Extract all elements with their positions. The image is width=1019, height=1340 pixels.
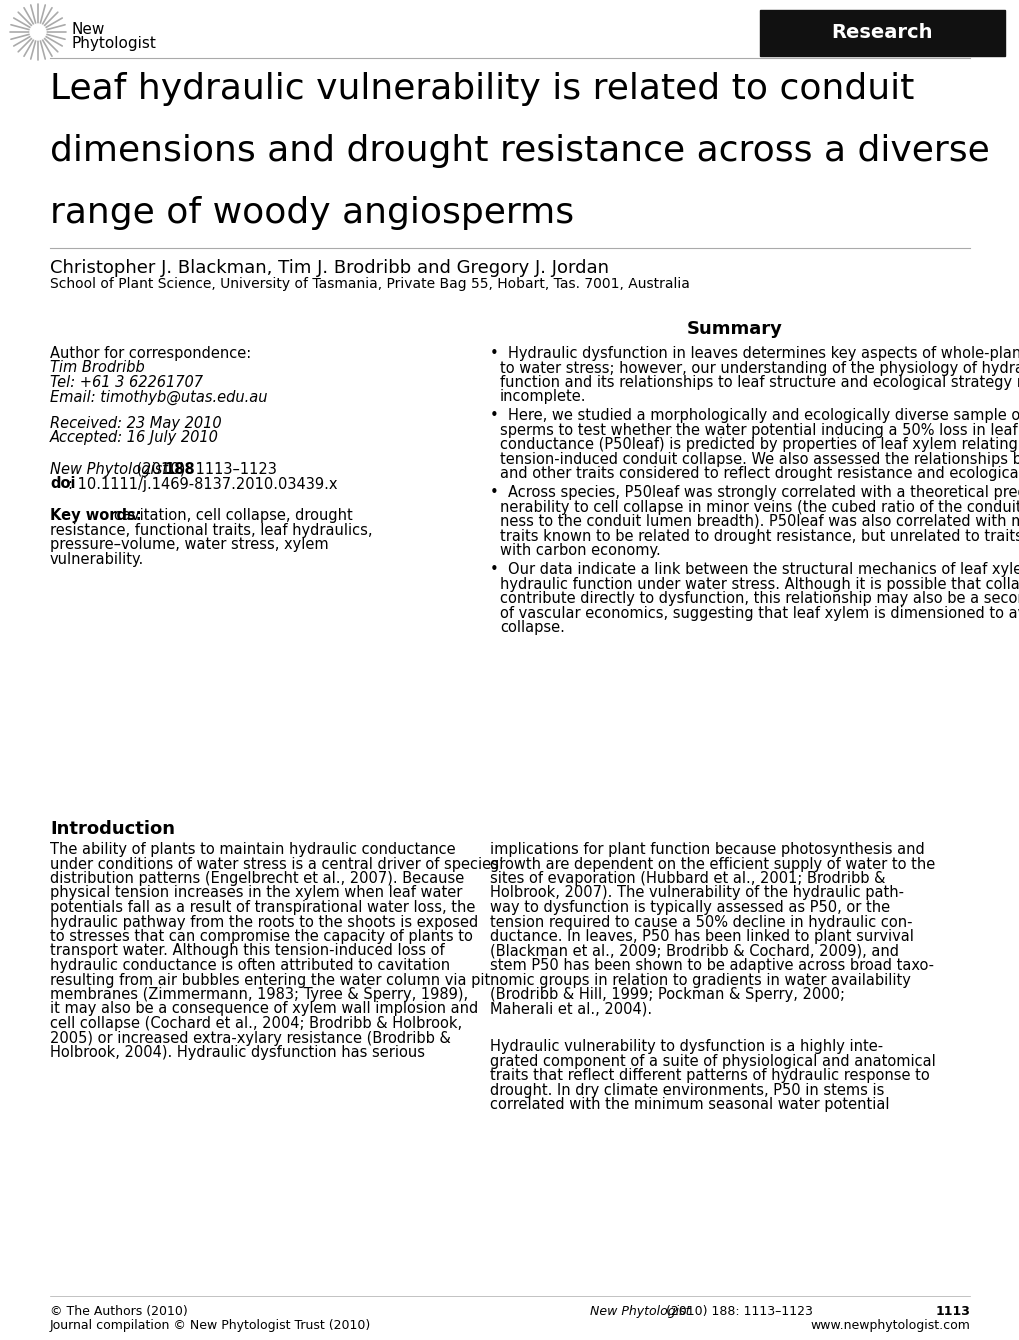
Text: transport water. Although this tension-induced loss of: transport water. Although this tension-i…: [50, 943, 444, 958]
Text: grated component of a suite of physiological and anatomical: grated component of a suite of physiolog…: [489, 1053, 934, 1069]
Text: Received: 23 May 2010: Received: 23 May 2010: [50, 415, 221, 430]
Text: hydraulic function under water stress. Although it is possible that collapse may: hydraulic function under water stress. A…: [499, 576, 1019, 591]
Text: it may also be a consequence of xylem wall implosion and: it may also be a consequence of xylem wa…: [50, 1001, 478, 1017]
Text: growth are dependent on the efficient supply of water to the: growth are dependent on the efficient su…: [489, 856, 934, 871]
Text: Summary: Summary: [687, 320, 783, 338]
Text: doi: doi: [50, 477, 75, 492]
Text: incomplete.: incomplete.: [499, 390, 586, 405]
Text: to stresses that can compromise the capacity of plants to: to stresses that can compromise the capa…: [50, 929, 473, 943]
Text: (2010) 188: 1113–1123: (2010) 188: 1113–1123: [661, 1305, 812, 1319]
Bar: [759, 9, 1004, 56]
Text: function and its relationships to leaf structure and ecological strategy remains: function and its relationships to leaf s…: [499, 375, 1019, 390]
Text: tension-induced conduit collapse. We also assessed the relationships between P50: tension-induced conduit collapse. We als…: [499, 452, 1019, 466]
Text: dimensions and drought resistance across a diverse: dimensions and drought resistance across…: [50, 134, 988, 168]
Text: Maherali et al., 2004).: Maherali et al., 2004).: [489, 1001, 651, 1017]
Text: •  Our data indicate a link between the structural mechanics of leaf xylem and: • Our data indicate a link between the s…: [489, 561, 1019, 578]
Text: and other traits considered to reflect drought resistance and ecological strateg: and other traits considered to reflect d…: [499, 466, 1019, 481]
Text: Author for correspondence:: Author for correspondence:: [50, 346, 251, 360]
Text: •  Across species, P50leaf was strongly correlated with a theoretical predictor : • Across species, P50leaf was strongly c…: [489, 485, 1019, 500]
Text: with carbon economy.: with carbon economy.: [499, 543, 660, 559]
Text: drought. In dry climate environments, P50 in stems is: drought. In dry climate environments, P5…: [489, 1083, 883, 1097]
Text: under conditions of water stress is a central driver of species’: under conditions of water stress is a ce…: [50, 856, 503, 871]
Text: Journal compilation © New Phytologist Trust (2010): Journal compilation © New Phytologist Tr…: [50, 1319, 371, 1332]
Text: sites of evaporation (Hubbard et al., 2001; Brodribb &: sites of evaporation (Hubbard et al., 20…: [489, 871, 884, 886]
Text: nerability to cell collapse in minor veins (the cubed ratio of the conduit wall : nerability to cell collapse in minor vei…: [499, 500, 1019, 515]
Text: Accepted: 16 July 2010: Accepted: 16 July 2010: [50, 430, 219, 445]
Text: 2005) or increased extra-xylary resistance (Brodribb &: 2005) or increased extra-xylary resistan…: [50, 1030, 450, 1045]
Text: tension required to cause a 50% decline in hydraulic con-: tension required to cause a 50% decline …: [489, 914, 912, 930]
Text: Leaf hydraulic vulnerability is related to conduit: Leaf hydraulic vulnerability is related …: [50, 72, 913, 106]
Text: cell collapse (Cochard et al., 2004; Brodribb & Holbrook,: cell collapse (Cochard et al., 2004; Bro…: [50, 1016, 462, 1030]
Text: conductance (P50leaf) is predicted by properties of leaf xylem relating to water: conductance (P50leaf) is predicted by pr…: [499, 437, 1019, 453]
Text: : 10.1111/j.1469-8137.2010.03439.x: : 10.1111/j.1469-8137.2010.03439.x: [68, 477, 337, 492]
Circle shape: [30, 24, 46, 40]
Text: ness to the conduit lumen breadth). P50leaf was also correlated with mesophyll: ness to the conduit lumen breadth). P50l…: [499, 515, 1019, 529]
Text: resistance, functional traits, leaf hydraulics,: resistance, functional traits, leaf hydr…: [50, 523, 372, 537]
Text: membranes (Zimmermann, 1983; Tyree & Sperry, 1989),: membranes (Zimmermann, 1983; Tyree & Spe…: [50, 988, 468, 1002]
Text: ductance. In leaves, P50 has been linked to plant survival: ductance. In leaves, P50 has been linked…: [489, 929, 913, 943]
Text: range of woody angiosperms: range of woody angiosperms: [50, 196, 574, 230]
Text: Introduction: Introduction: [50, 820, 175, 838]
Text: of vascular economics, suggesting that leaf xylem is dimensioned to avoid wall: of vascular economics, suggesting that l…: [499, 606, 1019, 620]
Text: resulting from air bubbles entering the water column via pit: resulting from air bubbles entering the …: [50, 973, 490, 988]
Text: Holbrook, 2007). The vulnerability of the hydraulic path-: Holbrook, 2007). The vulnerability of th…: [489, 886, 903, 900]
Text: © The Authors (2010): © The Authors (2010): [50, 1305, 187, 1319]
Text: 188: 188: [164, 462, 195, 477]
Text: School of Plant Science, University of Tasmania, Private Bag 55, Hobart, Tas. 70: School of Plant Science, University of T…: [50, 277, 689, 291]
Text: The ability of plants to maintain hydraulic conductance: The ability of plants to maintain hydrau…: [50, 842, 455, 858]
Text: hydraulic pathway from the roots to the shoots is exposed: hydraulic pathway from the roots to the …: [50, 914, 478, 930]
Text: cavitation, cell collapse, drought: cavitation, cell collapse, drought: [114, 508, 353, 524]
Text: to water stress; however, our understanding of the physiology of hydraulic dys-: to water stress; however, our understand…: [499, 360, 1019, 375]
Text: New: New: [72, 21, 105, 38]
Text: •  Hydraulic dysfunction in leaves determines key aspects of whole-plant respons: • Hydraulic dysfunction in leaves determ…: [489, 346, 1019, 360]
Text: New Phytologist: New Phytologist: [589, 1305, 690, 1319]
Text: contribute directly to dysfunction, this relationship may also be a secondary pr: contribute directly to dysfunction, this…: [499, 591, 1019, 606]
Text: Email: timothyb@utas.edu.au: Email: timothyb@utas.edu.au: [50, 390, 267, 405]
Text: physical tension increases in the xylem when leaf water: physical tension increases in the xylem …: [50, 886, 462, 900]
Text: distribution patterns (Engelbrecht et al., 2007). Because: distribution patterns (Engelbrecht et al…: [50, 871, 464, 886]
Text: www.newphytologist.com: www.newphytologist.com: [809, 1319, 969, 1332]
Text: hydraulic conductance is often attributed to cavitation: hydraulic conductance is often attribute…: [50, 958, 449, 973]
Text: : 1113–1123: : 1113–1123: [185, 462, 276, 477]
Text: vulnerability.: vulnerability.: [50, 552, 144, 567]
Text: Key words:: Key words:: [50, 508, 142, 524]
Text: Research: Research: [830, 24, 932, 43]
Text: way to dysfunction is typically assessed as P50, or the: way to dysfunction is typically assessed…: [489, 900, 890, 915]
Text: (Brodribb & Hill, 1999; Pockman & Sperry, 2000;: (Brodribb & Hill, 1999; Pockman & Sperry…: [489, 988, 844, 1002]
Text: Phytologist: Phytologist: [72, 36, 157, 51]
Text: •  Here, we studied a morphologically and ecologically diverse sample of angio-: • Here, we studied a morphologically and…: [489, 409, 1019, 423]
Text: Hydraulic vulnerability to dysfunction is a highly inte-: Hydraulic vulnerability to dysfunction i…: [489, 1040, 882, 1055]
Text: stem P50 has been shown to be adaptive across broad taxo-: stem P50 has been shown to be adaptive a…: [489, 958, 933, 973]
Text: (2010): (2010): [131, 462, 190, 477]
Text: Tim Brodribb: Tim Brodribb: [50, 360, 145, 375]
Text: sperms to test whether the water potential inducing a 50% loss in leaf hydraulic: sperms to test whether the water potenti…: [499, 423, 1019, 438]
Text: nomic groups in relation to gradients in water availability: nomic groups in relation to gradients in…: [489, 973, 910, 988]
Text: traits that reflect different patterns of hydraulic response to: traits that reflect different patterns o…: [489, 1068, 929, 1083]
Text: (Blackman et al., 2009; Brodribb & Cochard, 2009), and: (Blackman et al., 2009; Brodribb & Cocha…: [489, 943, 898, 958]
Text: implications for plant function because photosynthesis and: implications for plant function because …: [489, 842, 924, 858]
Text: collapse.: collapse.: [499, 620, 565, 635]
Text: Holbrook, 2004). Hydraulic dysfunction has serious: Holbrook, 2004). Hydraulic dysfunction h…: [50, 1045, 425, 1060]
Text: 1113: 1113: [934, 1305, 969, 1319]
Text: pressure–volume, water stress, xylem: pressure–volume, water stress, xylem: [50, 537, 328, 552]
Text: potentials fall as a result of transpirational water loss, the: potentials fall as a result of transpira…: [50, 900, 475, 915]
Text: traits known to be related to drought resistance, but unrelated to traits associ: traits known to be related to drought re…: [499, 529, 1019, 544]
Text: Christopher J. Blackman, Tim J. Brodribb and Gregory J. Jordan: Christopher J. Blackman, Tim J. Brodribb…: [50, 259, 608, 277]
Text: correlated with the minimum seasonal water potential: correlated with the minimum seasonal wat…: [489, 1097, 889, 1112]
Text: Tel: +61 3 62261707: Tel: +61 3 62261707: [50, 375, 203, 390]
Text: New Phytologist: New Phytologist: [50, 462, 168, 477]
